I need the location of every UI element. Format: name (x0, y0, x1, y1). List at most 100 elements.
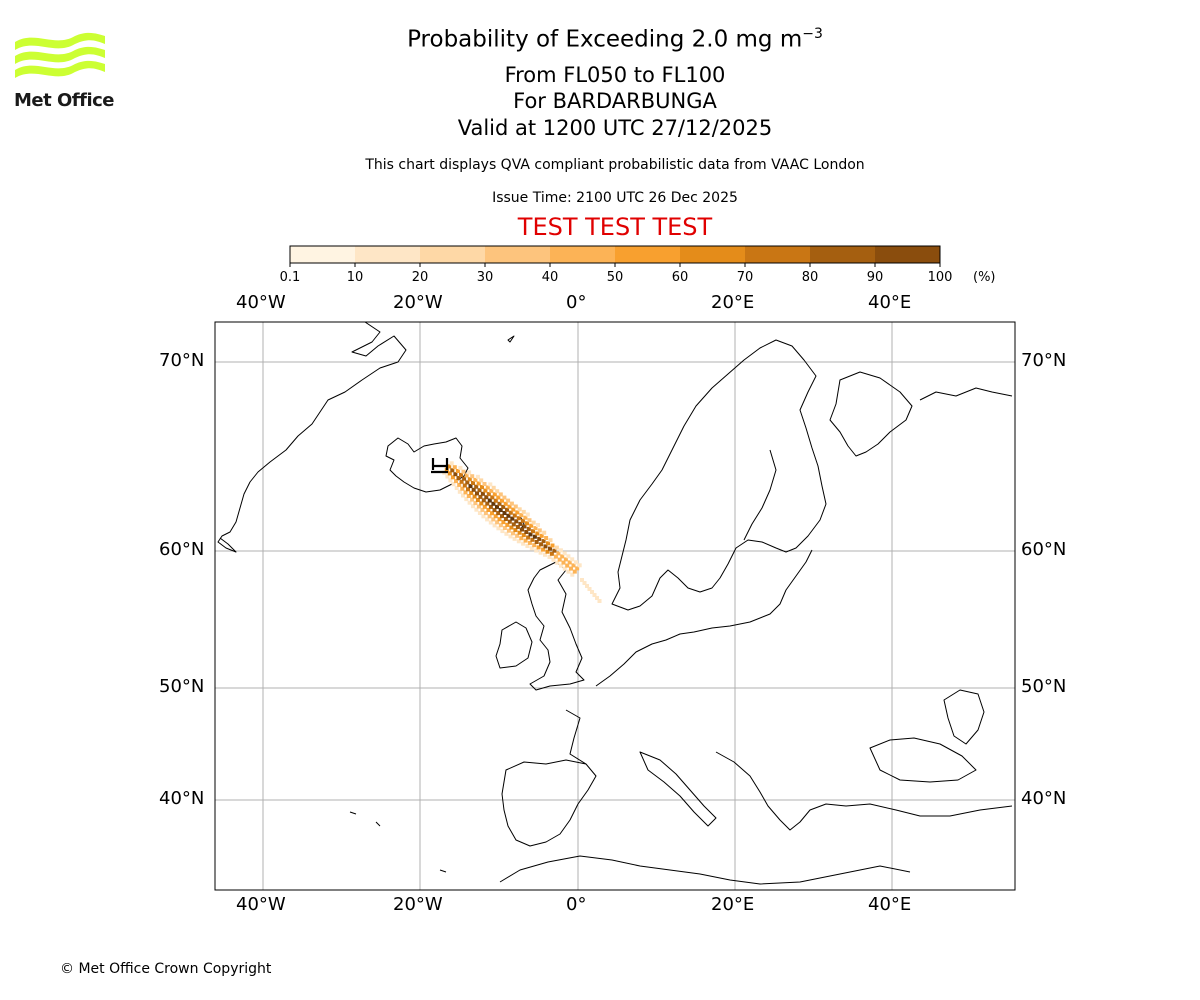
lon-label-top-20e: 20°E (711, 292, 755, 313)
scandinavia-coast (611, 339, 827, 611)
plume-cell (456, 476, 461, 480)
plume-cell (547, 555, 552, 559)
plume-cell (465, 480, 470, 485)
lat-label-left-40n: 40°N (159, 788, 205, 809)
iberia-coast (501, 759, 597, 847)
colorbar-segment (680, 246, 746, 263)
plume-cell (555, 560, 560, 565)
plume-cell (529, 523, 534, 528)
plume-cell (487, 498, 492, 503)
plume-cell (553, 554, 558, 559)
plume-cell (519, 513, 524, 518)
plume-cell (471, 504, 475, 509)
plume-cell (510, 516, 515, 521)
plume-cell (457, 482, 462, 487)
colorbar-segment (485, 246, 551, 263)
plume-cell (454, 486, 459, 490)
plume-cell (546, 541, 550, 546)
issue-time: Issue Time: 2100 UTC 26 Dec 2025 (492, 190, 738, 206)
plume-cell (485, 485, 490, 490)
plume-cell (536, 545, 541, 550)
plume-cell (525, 512, 530, 517)
plume-cell (515, 510, 520, 515)
canary-island (439, 869, 447, 873)
plume-cell (496, 511, 501, 516)
plume-cell (480, 491, 485, 496)
colorbar-segment (550, 246, 616, 263)
plume-cell (503, 517, 508, 521)
plume-cell (469, 490, 474, 495)
plume-cell (525, 521, 529, 526)
plume-cell (486, 492, 491, 497)
logo-text: Met Office (14, 90, 115, 111)
plume-cell (529, 546, 534, 551)
plume-cell (450, 468, 455, 473)
plume-cell (575, 566, 580, 571)
plume-cell (597, 599, 602, 603)
plume-cell (515, 525, 520, 529)
colorbar-segment (355, 246, 421, 263)
plume-cell (500, 514, 504, 519)
plume-cell (492, 523, 497, 528)
plume-cell (502, 526, 507, 530)
italy-coast (639, 751, 717, 827)
plume-cell (569, 566, 573, 571)
lon-label-bottom-20e: 20°E (711, 894, 755, 915)
plume-cell (480, 485, 484, 490)
plume-cell (570, 572, 575, 577)
plume-cell (475, 474, 480, 479)
copyright-notice: © Met Office Crown Copyright (60, 961, 272, 977)
plume-cell (475, 498, 480, 502)
plume-cell (483, 511, 488, 516)
test-banner: TEST TEST TEST (517, 213, 713, 241)
plume-cell (500, 529, 505, 534)
plume-cell (497, 501, 502, 506)
plume-cell (476, 481, 481, 486)
plume-cell (561, 560, 566, 565)
plume-cell (517, 530, 522, 535)
lon-label-top-40e: 40°E (868, 292, 912, 313)
plume-cell (461, 469, 466, 474)
plume-cell (472, 494, 477, 499)
plume-cell (460, 486, 465, 491)
plume-cell (532, 534, 537, 539)
lat-label-left-70n: 70°N (159, 350, 205, 371)
plume-cell (489, 488, 494, 493)
plume-cell (551, 557, 556, 562)
colorbar-tick-label: 20 (411, 270, 429, 285)
plume-cell (506, 498, 511, 503)
chart-title: Probability of Exceeding 2.0 mg m−3 (0, 26, 1200, 53)
plume-cell (526, 535, 531, 540)
plume-cell (462, 476, 467, 481)
plume-cell (482, 482, 487, 486)
plume-cell (528, 532, 533, 537)
plume-cell (512, 536, 517, 541)
plume-cell (486, 508, 491, 512)
plume-cell (490, 495, 495, 500)
plume-cell (506, 528, 511, 533)
plume-cell (566, 569, 571, 574)
gridlines (215, 322, 1015, 890)
plume-cell (467, 470, 472, 475)
colorbar-tick-label: 100 (927, 270, 953, 285)
plume-cell (580, 578, 584, 582)
plume-cell (451, 482, 456, 487)
plume-cell (582, 581, 587, 585)
plume-cell (549, 551, 554, 556)
plume-cell (509, 501, 514, 506)
colorbar-tick-label: 40 (541, 270, 559, 285)
plume-cell (520, 518, 525, 523)
plume-cell (507, 519, 512, 524)
plume-cell (514, 519, 519, 524)
colorbar-segment (875, 246, 941, 263)
plume-cell (467, 500, 472, 505)
africa-coast (499, 855, 911, 885)
plume-cell (448, 478, 453, 483)
plume-cell (488, 520, 493, 525)
plume-cell (491, 485, 496, 490)
plume-cell (559, 563, 563, 568)
plume-cell (457, 489, 462, 494)
plume-cell (497, 517, 502, 522)
plume-cell (488, 504, 493, 509)
plume-cell (534, 548, 539, 553)
